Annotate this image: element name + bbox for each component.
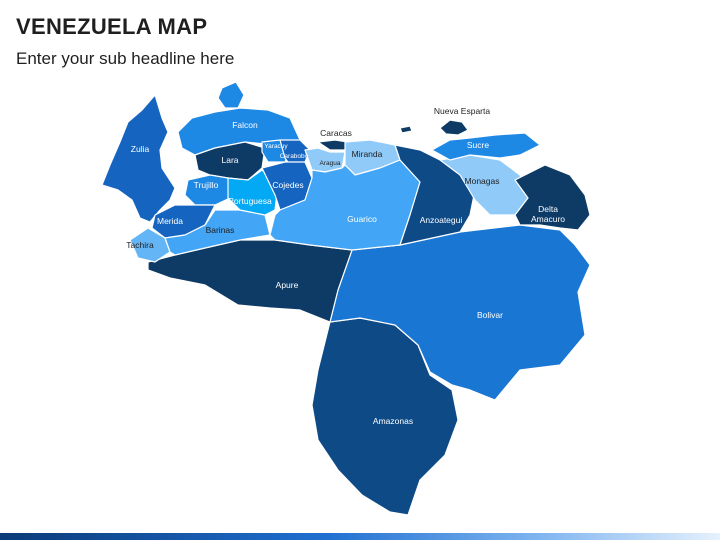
label-merida: Merida: [157, 216, 183, 226]
label-anzoategui: Anzoategui: [420, 215, 463, 225]
state-trujillo[interactable]: [184, 174, 231, 206]
state-lara[interactable]: [194, 141, 266, 181]
label-falcon: Falcon: [232, 120, 258, 130]
label-carabobo: Carabobo: [280, 153, 309, 160]
label-lara: Lara: [221, 155, 238, 165]
label-nueva-esparta: Nueva Esparta: [434, 106, 490, 116]
label-portuguesa: Portuguesa: [228, 196, 272, 206]
state-falcon-peninsula[interactable]: [217, 81, 245, 109]
label-delta-amacuro: Delta Amacuro: [531, 204, 565, 224]
label-apure: Apure: [276, 280, 299, 290]
label-yaracuy: Yaracuy: [264, 143, 288, 150]
label-cojedes: Cojedes: [272, 180, 303, 190]
page-title: VENEZUELA MAP: [16, 14, 208, 39]
state-bolivar[interactable]: [329, 224, 591, 401]
state-zulia[interactable]: [101, 94, 176, 223]
state-nueva-esparta-isle[interactable]: [399, 125, 413, 134]
state-nueva-esparta[interactable]: [439, 119, 469, 136]
state-caracas[interactable]: [317, 139, 349, 151]
state-sucre[interactable]: [431, 132, 541, 161]
label-guarico: Guarico: [347, 214, 377, 224]
label-zulia: Zulia: [131, 144, 150, 154]
label-monagas: Monagas: [465, 176, 500, 186]
state-delta-amacuro[interactable]: [514, 164, 591, 231]
page-subtitle: Enter your sub headline here: [16, 49, 235, 68]
label-aragua: Aragua: [320, 160, 341, 167]
state-portuguesa[interactable]: [227, 169, 279, 216]
state-barinas[interactable]: [164, 209, 271, 256]
footer-accent-bar: [0, 533, 720, 540]
label-caracas: Caracas: [320, 128, 352, 138]
label-miranda: Miranda: [352, 149, 383, 159]
label-trujillo: Trujillo: [194, 180, 219, 190]
label-bolivar: Bolivar: [477, 310, 503, 320]
label-barinas: Barinas: [206, 225, 235, 235]
label-tachira: Tachira: [126, 240, 154, 250]
label-sucre: Sucre: [467, 140, 489, 150]
label-amazonas: Amazonas: [373, 416, 413, 426]
